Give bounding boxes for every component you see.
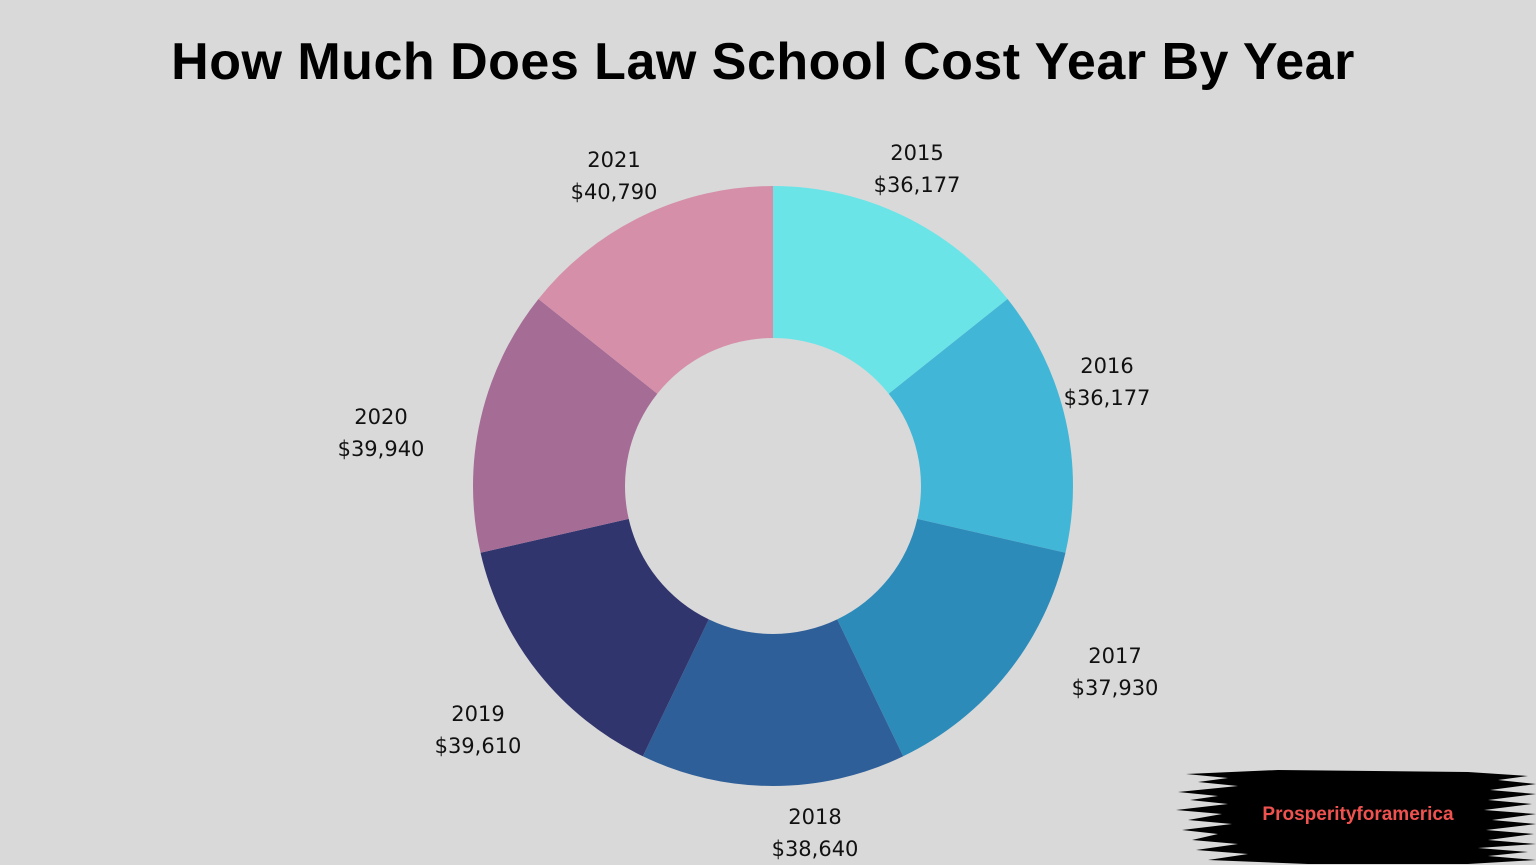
slice-label-2019: 2019 $39,610 <box>434 702 522 758</box>
brand-text: Prosperityforamerica <box>1262 804 1454 825</box>
donut-slice-2018 <box>642 619 904 787</box>
chart-title: How Much Does Law School Cost Year By Ye… <box>171 33 1355 91</box>
slice-label-2018: 2018 $38,640 <box>771 805 859 861</box>
donut-slice-2016 <box>888 298 1073 553</box>
donut-slice-2015 <box>773 186 1008 394</box>
slice-label-2015: 2015 $36,177 <box>873 141 961 197</box>
brush-stroke-background <box>1176 770 1536 864</box>
slice-label-2016: 2016 $36,177 <box>1063 354 1151 410</box>
slice-label-2021: 2021 $40,790 <box>570 148 658 204</box>
donut-slice-2017 <box>837 518 1066 757</box>
donut-slice-2021 <box>538 186 773 394</box>
donut-slice-2019 <box>480 518 709 757</box>
donut-slice-2020 <box>473 298 658 553</box>
brand-watermark: Prosperityforamerica <box>1168 770 1536 864</box>
slice-label-2017: 2017 $37,930 <box>1071 644 1159 700</box>
slice-label-2020: 2020 $39,940 <box>337 405 425 461</box>
